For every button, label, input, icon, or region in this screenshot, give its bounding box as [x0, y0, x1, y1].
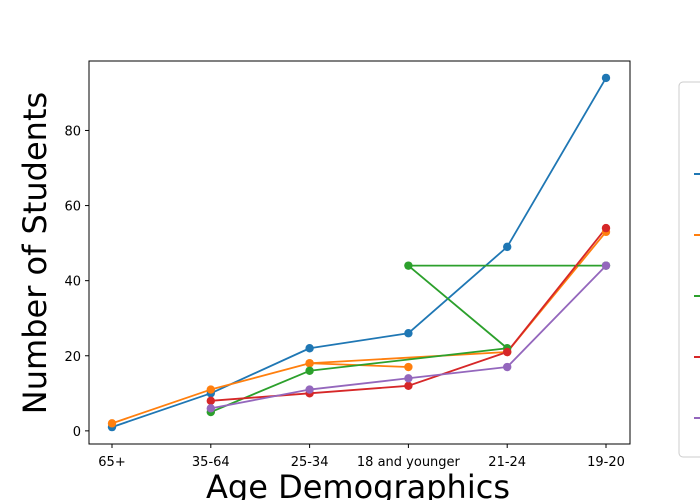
- x-axis-label: Age Demographics: [206, 468, 510, 500]
- data-point: [305, 366, 314, 375]
- y-tick-label: 40: [64, 275, 81, 290]
- y-axis-label: Number of Students: [16, 92, 54, 414]
- data-point: [305, 359, 314, 368]
- data-point: [206, 396, 215, 406]
- x-axis-ticks: 65+ 35-64 25-34 18 and younger 21-24 19-20: [98, 444, 625, 470]
- x-tick-label: 65+: [98, 455, 125, 470]
- data-point: [601, 261, 611, 270]
- data-point: [404, 362, 413, 372]
- x-tick-label: 21-24: [488, 455, 526, 470]
- x-tick-label: 19-20: [587, 455, 625, 470]
- legend-entries: [694, 173, 700, 419]
- data-point: [404, 329, 413, 338]
- data-point: [107, 419, 117, 428]
- data-point: [503, 242, 512, 252]
- data-point: [305, 344, 314, 353]
- series-layer: [107, 73, 611, 432]
- data-point: [206, 385, 215, 394]
- x-tick-label: 18 and younger: [357, 455, 461, 470]
- y-tick-label: 80: [64, 124, 81, 139]
- data-point: [503, 347, 512, 357]
- y-tick-label: 0: [73, 425, 81, 440]
- data-point: [305, 385, 314, 394]
- x-tick-label: 35-64: [192, 455, 230, 470]
- y-tick-label: 60: [64, 200, 81, 215]
- data-point: [404, 261, 413, 270]
- y-axis-ticks: 0 20 40 60 80: [64, 124, 89, 440]
- series-line: [111, 77, 607, 428]
- data-point: [206, 404, 215, 413]
- data-point: [404, 381, 413, 390]
- y-tick-label: 20: [64, 350, 81, 365]
- data-point: [503, 362, 512, 372]
- legend: [678, 81, 700, 458]
- plot-area: [88, 60, 631, 445]
- x-tick-label: 25-34: [291, 455, 329, 470]
- data-point: [601, 223, 611, 233]
- legend-box: [678, 81, 700, 458]
- data-point: [601, 73, 611, 83]
- data-point: [404, 374, 413, 383]
